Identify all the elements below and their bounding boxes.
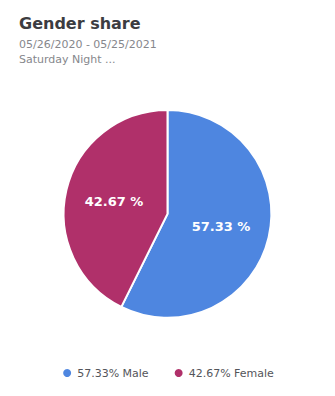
- svg-text:57.33% Male: 57.33% Male: [77, 367, 149, 380]
- svg-text:Gender share: Gender share: [19, 14, 141, 33]
- svg-text:42.67% Female: 42.67% Female: [189, 367, 274, 380]
- svg-text:57.33 %: 57.33 %: [192, 219, 251, 234]
- svg-text:05/26/2020 - 05/25/2021: 05/26/2020 - 05/25/2021: [19, 38, 157, 51]
- svg-text:42.67 %: 42.67 %: [85, 194, 144, 209]
- svg-text:Saturday Night ...: Saturday Night ...: [19, 53, 116, 66]
